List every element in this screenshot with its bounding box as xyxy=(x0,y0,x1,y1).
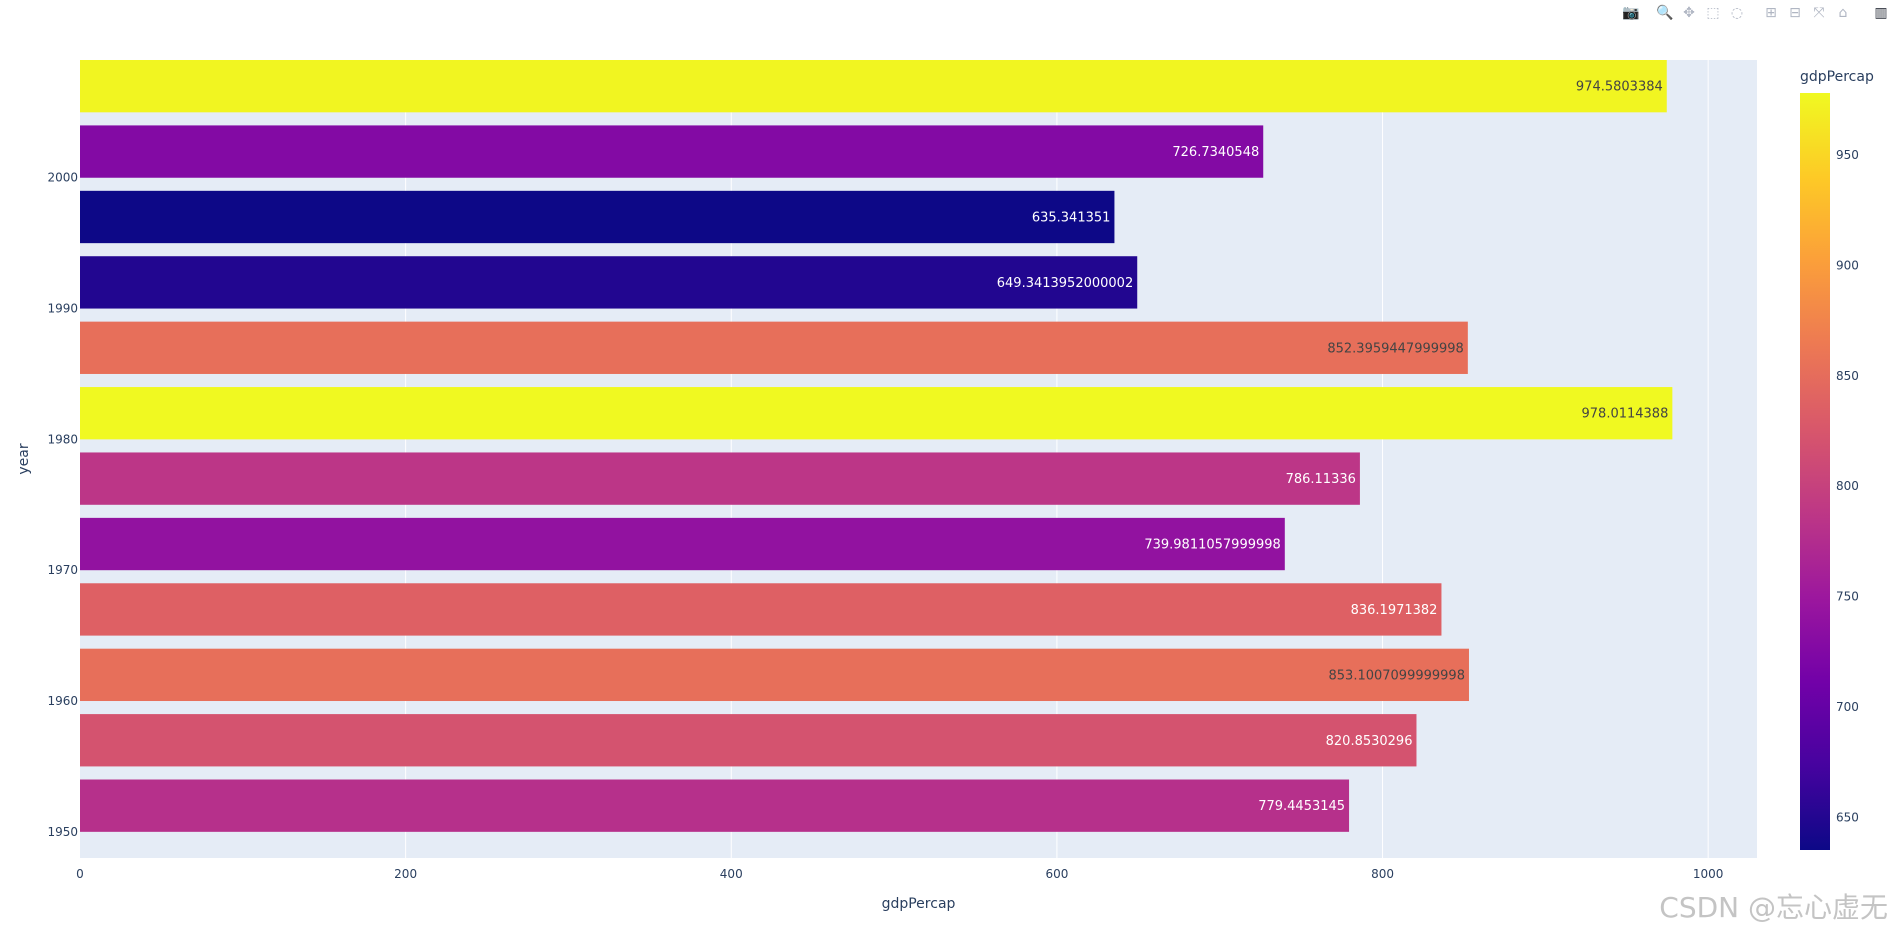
colorbar-tick-label: 800 xyxy=(1836,479,1859,493)
bar-label-1997: 635.341351 xyxy=(1032,210,1111,225)
bar-label-1982: 978.0114388 xyxy=(1582,407,1669,422)
lasso-select-icon[interactable]: ◌ xyxy=(1730,5,1744,21)
zoom-out-icon[interactable]: ⊟ xyxy=(1789,5,1801,21)
bar-1962[interactable] xyxy=(80,648,1469,702)
zoom-in-icon[interactable]: ⊞ xyxy=(1765,5,1777,21)
y-tick-label: 1990 xyxy=(47,302,78,316)
bar-label-1972: 739.9811057999998 xyxy=(1144,538,1280,553)
bar-1982[interactable] xyxy=(80,387,1673,440)
y-tick-label: 1950 xyxy=(47,825,78,839)
colorbar-tick-label: 900 xyxy=(1836,258,1859,272)
bar-1987[interactable] xyxy=(80,321,1468,374)
y-tick-label: 1970 xyxy=(47,563,78,577)
bar-label-1957: 820.8530296 xyxy=(1326,734,1413,749)
bar-label-1962: 853.1007099999998 xyxy=(1329,668,1465,683)
y-tick-label: 1960 xyxy=(47,694,78,708)
y-tick-label: 1980 xyxy=(47,432,78,446)
x-tick-label: 400 xyxy=(720,867,743,881)
colorbar-tick-label: 750 xyxy=(1836,590,1859,604)
bar-2007[interactable] xyxy=(80,60,1667,113)
bar-1972[interactable] xyxy=(80,517,1285,571)
colorbar xyxy=(1800,93,1830,850)
box-select-icon[interactable]: ⬚ xyxy=(1706,5,1720,21)
x-tick-label: 800 xyxy=(1371,867,1394,881)
bar-2002[interactable] xyxy=(80,125,1264,178)
plotly-logo-icon[interactable]: ▥ xyxy=(1874,5,1888,21)
bar-1957[interactable] xyxy=(80,714,1417,767)
bar-label-1987: 852.3959447999998 xyxy=(1327,341,1463,356)
pan-icon[interactable]: ✥ xyxy=(1683,5,1695,21)
bar-label-2007: 974.5803384 xyxy=(1576,80,1663,95)
camera-icon[interactable]: 📷 xyxy=(1622,5,1640,21)
x-tick-label: 1000 xyxy=(1693,867,1724,881)
x-tick-label: 600 xyxy=(1045,867,1068,881)
bar-label-2002: 726.7340548 xyxy=(1172,145,1259,160)
colorbar-tick-label: 650 xyxy=(1836,811,1859,825)
colorbar-tick-label: 950 xyxy=(1836,148,1859,162)
colorbar-tick-label: 700 xyxy=(1836,700,1859,714)
bar-1967[interactable] xyxy=(80,583,1442,636)
bar-1992[interactable] xyxy=(80,256,1138,309)
y-tick-label: 2000 xyxy=(47,171,78,185)
bar-1977[interactable] xyxy=(80,452,1360,505)
reset-axes-icon[interactable]: ⌂ xyxy=(1838,5,1848,21)
zoom-icon[interactable]: 🔍 xyxy=(1656,5,1674,21)
bar-1952[interactable] xyxy=(80,779,1350,832)
colorbar-tick-label: 850 xyxy=(1836,369,1859,383)
watermark: CSDN @忘心虚无 xyxy=(1659,891,1888,924)
autoscale-icon[interactable]: ⤧ xyxy=(1813,5,1825,21)
y-axis-title: year xyxy=(16,443,32,474)
colorbar-title: gdpPercap xyxy=(1800,69,1874,85)
bar-label-1977: 786.11336 xyxy=(1286,472,1356,487)
bar-label-1992: 649.3413952000002 xyxy=(997,276,1133,291)
bar-label-1967: 836.1971382 xyxy=(1351,603,1438,618)
x-tick-label: 200 xyxy=(394,867,417,881)
modebar: 📷 🔍 ✥ ⬚ ◌ ⊞ ⊟ ⤧ ⌂ ▥ xyxy=(1622,3,1890,23)
bar-1997[interactable] xyxy=(80,190,1115,244)
x-axis-title: gdpPercap xyxy=(882,896,956,912)
x-tick-label: 0 xyxy=(76,867,84,881)
bar-label-1952: 779.4453145 xyxy=(1258,799,1345,814)
